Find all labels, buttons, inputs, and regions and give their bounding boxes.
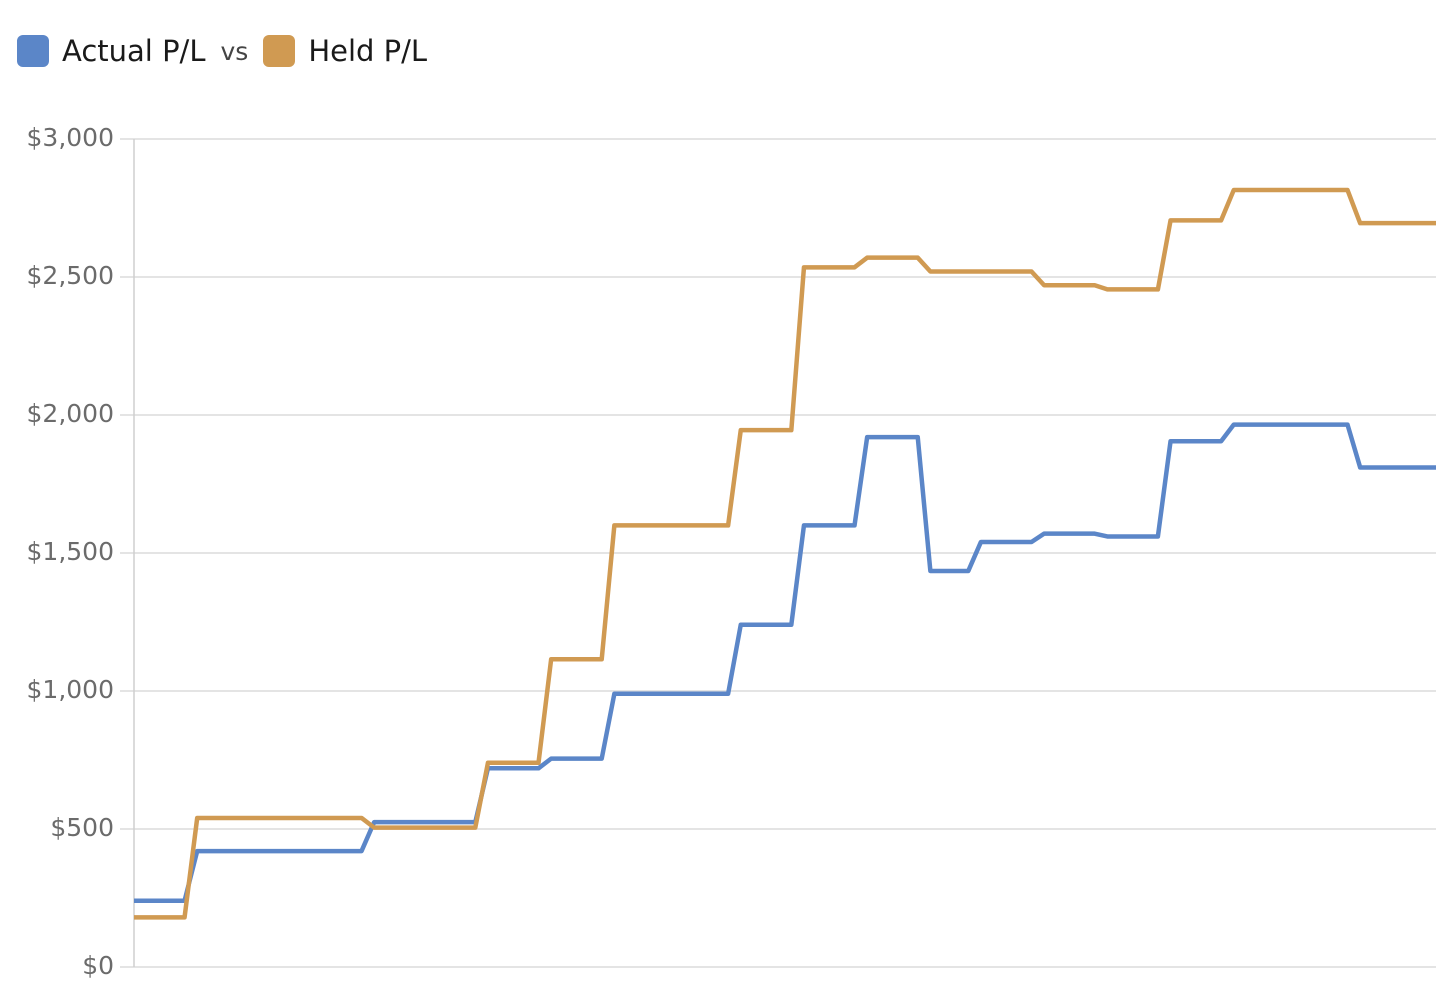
legend-joiner: vs [220, 36, 249, 66]
y-tick-label: $1,000 [27, 675, 114, 704]
y-tick-label: $500 [50, 813, 114, 842]
y-tick-label: $3,000 [27, 123, 114, 152]
legend-label: Actual P/L [62, 34, 206, 68]
legend-label: Held P/L [308, 34, 428, 68]
legend: Actual P/L vs Held P/L [17, 34, 427, 68]
y-tick-label: $0 [82, 951, 114, 980]
y-tick-label: $2,000 [27, 399, 114, 428]
legend-swatch [17, 35, 49, 67]
y-tick-label: $1,500 [27, 537, 114, 566]
y-tick-label: $2,500 [27, 261, 114, 290]
legend-swatch [263, 35, 296, 67]
line-series [134, 422, 1436, 904]
line-series [134, 187, 1436, 920]
